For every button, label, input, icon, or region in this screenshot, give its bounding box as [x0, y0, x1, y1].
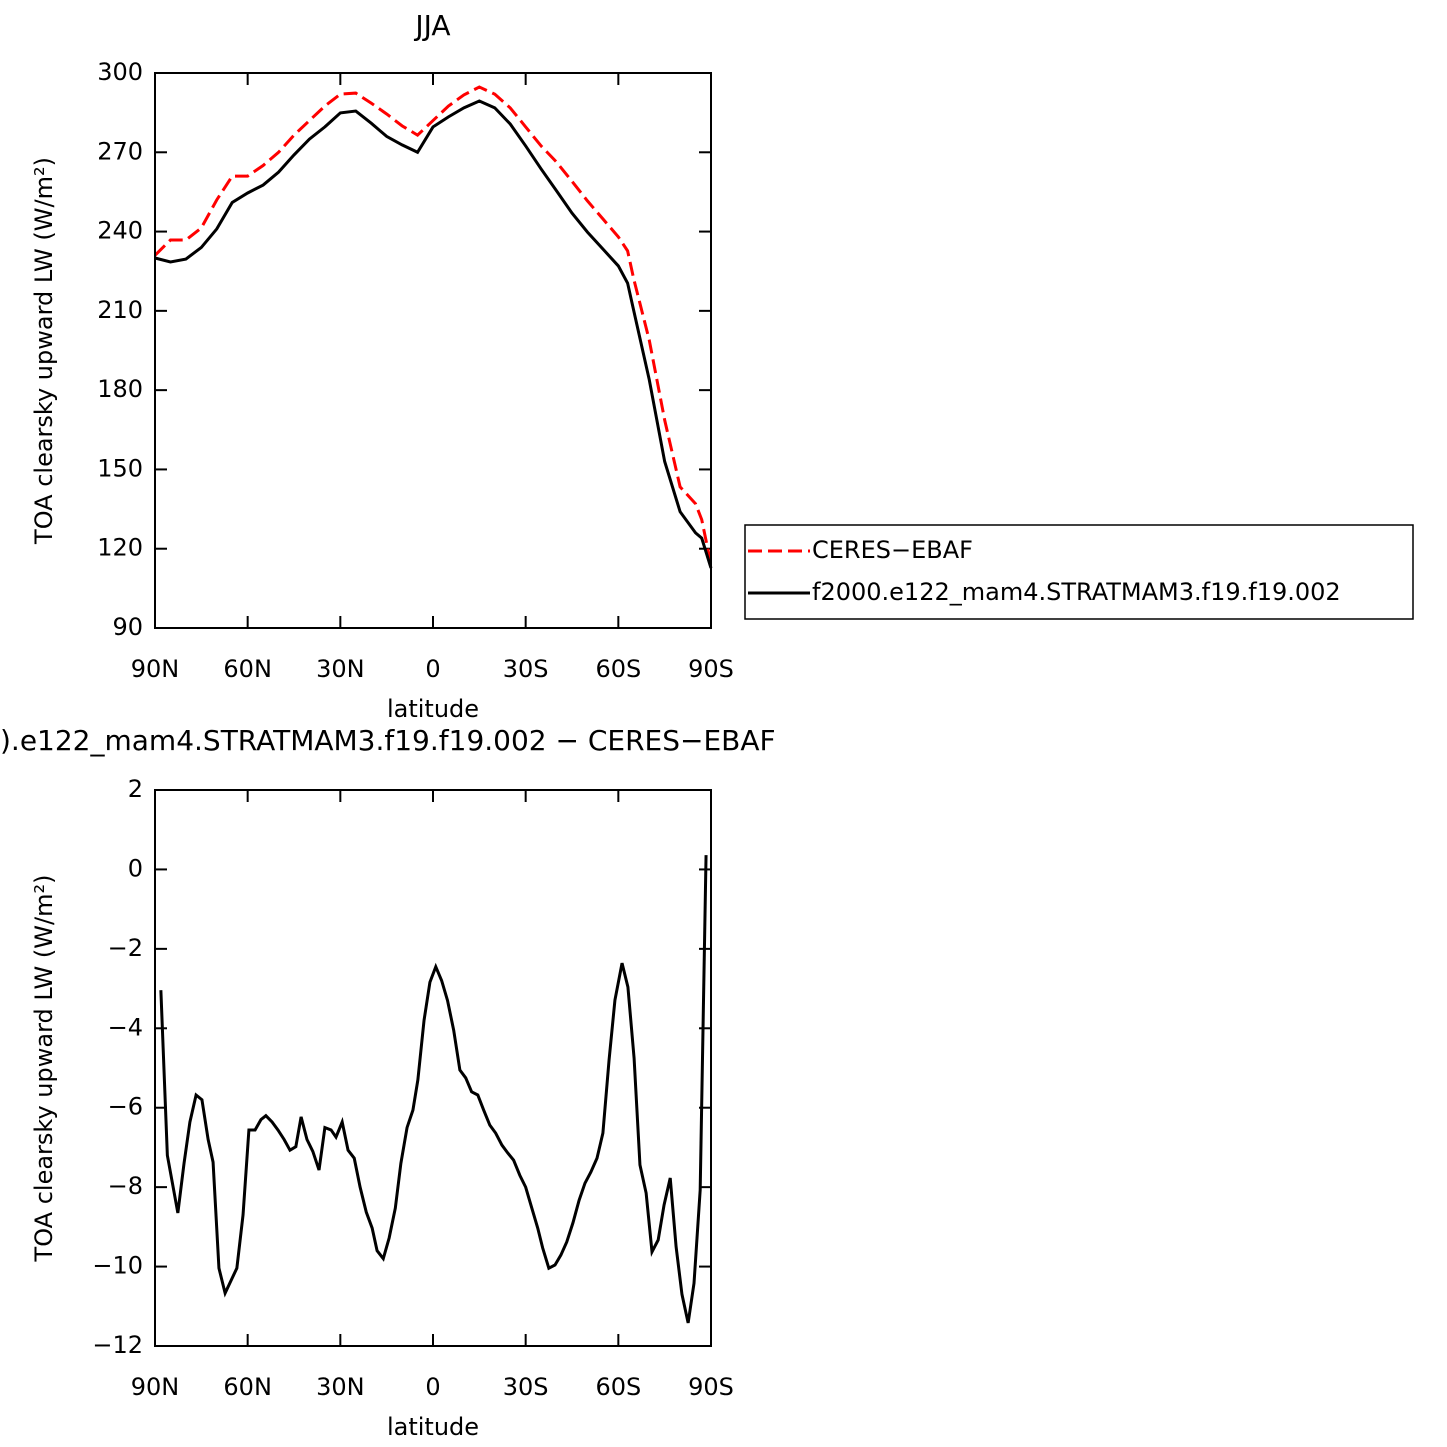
- y-axis-label: TOA clearsky upward LW (W/m²): [30, 157, 58, 545]
- y-tick-label: −2: [108, 934, 143, 962]
- legend-label: CERES−EBAF: [812, 536, 973, 564]
- y-tick-label: 90: [112, 613, 143, 641]
- data-line: [153, 85, 713, 565]
- x-tick-label: 90N: [131, 1373, 180, 1401]
- data-line: [154, 99, 713, 569]
- x-axis-label: latitude: [387, 695, 479, 723]
- x-tick-label: 60S: [595, 655, 641, 683]
- x-tick-label: 30N: [316, 1373, 365, 1401]
- x-tick-label: 30S: [503, 1373, 549, 1401]
- plot-frame: [154, 789, 712, 1347]
- plot-frame: [154, 72, 712, 629]
- y-tick-label: 210: [97, 296, 143, 324]
- x-tick-label: 90N: [131, 655, 180, 683]
- x-tick-label: 30N: [316, 655, 365, 683]
- x-tick-label: 0: [425, 1373, 440, 1401]
- x-tick-label: 60S: [595, 1373, 641, 1401]
- y-tick-label: 180: [97, 375, 143, 403]
- y-tick-label: 270: [97, 137, 143, 165]
- y-tick-label: −4: [108, 1013, 143, 1041]
- y-tick-label: −8: [108, 1172, 143, 1200]
- y-tick-label: 120: [97, 534, 143, 562]
- y-tick-label: 300: [97, 58, 143, 86]
- legend-box: [744, 524, 1414, 620]
- y-tick-label: −12: [92, 1331, 143, 1359]
- x-tick-label: 90S: [688, 655, 734, 683]
- x-tick-label: 90S: [688, 1373, 734, 1401]
- chart-title: ).e122_mam4.STRATMAM3.f19.f19.002 − CERE…: [0, 724, 776, 757]
- y-tick-label: 240: [97, 217, 143, 245]
- x-axis-label: latitude: [387, 1413, 479, 1441]
- legend-label: f2000.e122_mam4.STRATMAM3.f19.f19.002: [812, 578, 1341, 606]
- chart-title: JJA: [413, 9, 450, 42]
- y-tick-label: 2: [128, 775, 143, 803]
- x-tick-label: 30S: [503, 655, 549, 683]
- x-tick-label: 60N: [223, 1373, 272, 1401]
- data-line: [159, 855, 708, 1324]
- y-tick-label: −10: [92, 1252, 143, 1280]
- y-tick-label: −6: [108, 1093, 143, 1121]
- x-tick-label: 60N: [223, 655, 272, 683]
- y-tick-label: 150: [97, 454, 143, 482]
- y-axis-label: TOA clearsky upward LW (W/m²): [30, 875, 58, 1263]
- x-tick-label: 0: [425, 655, 440, 683]
- y-tick-label: 0: [128, 854, 143, 882]
